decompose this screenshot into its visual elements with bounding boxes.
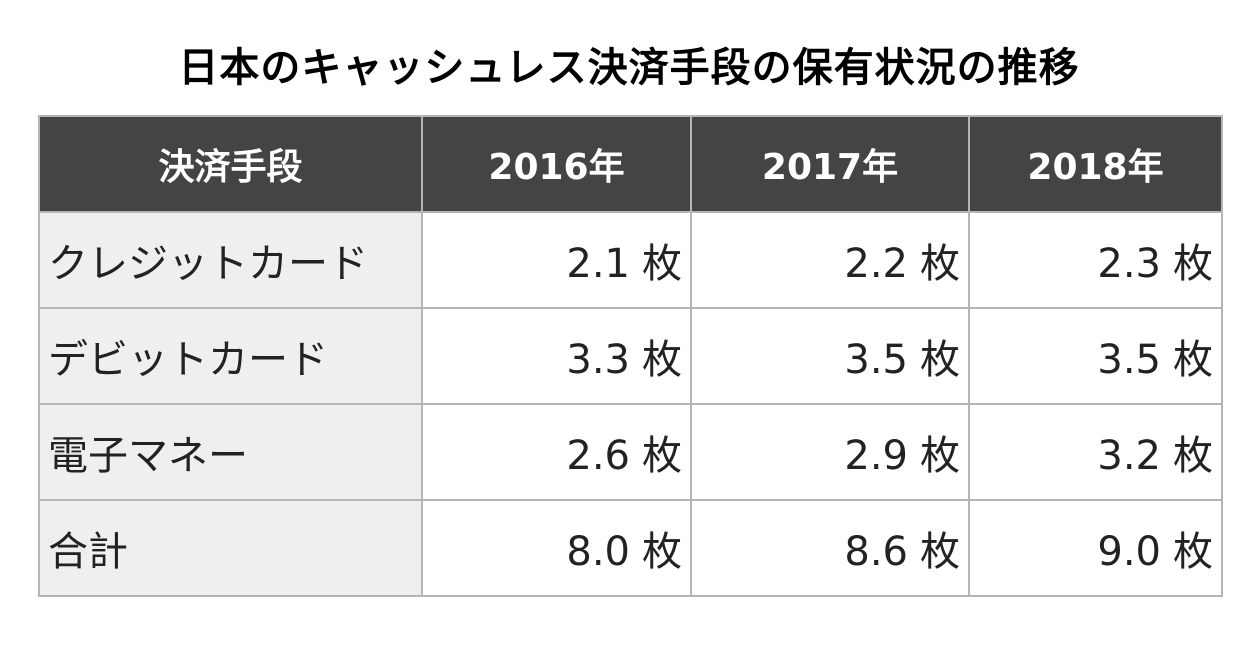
unit-label: 枚 bbox=[920, 529, 960, 575]
value-cell: 3.5 枚 bbox=[690, 307, 970, 405]
table-row: 電子マネー 2.6 枚 2.9 枚 3.2 枚 bbox=[38, 403, 1223, 501]
row-label-debit-card: デビットカード bbox=[38, 307, 423, 405]
value-cell: 2.3 枚 bbox=[968, 211, 1223, 309]
header-payment-method: 決済手段 bbox=[38, 115, 423, 213]
unit-label: 枚 bbox=[1173, 337, 1213, 383]
value-cell: 2.1 枚 bbox=[421, 211, 692, 309]
value-number: 2.3 bbox=[1097, 241, 1161, 287]
value-number: 9.0 bbox=[1097, 529, 1161, 575]
unit-label: 枚 bbox=[920, 337, 960, 383]
value-number: 2.1 bbox=[566, 241, 630, 287]
value-number: 3.5 bbox=[1097, 337, 1161, 383]
unit-label: 枚 bbox=[1173, 433, 1213, 479]
header-year-2016: 2016年 bbox=[421, 115, 692, 213]
unit-label: 枚 bbox=[920, 433, 960, 479]
unit-label: 枚 bbox=[642, 433, 682, 479]
value-cell: 3.2 枚 bbox=[968, 403, 1223, 501]
value-cell: 3.3 枚 bbox=[421, 307, 692, 405]
unit-label: 枚 bbox=[920, 241, 960, 287]
value-number: 3.5 bbox=[844, 337, 908, 383]
header-row: 決済手段 2016年 2017年 2018年 bbox=[38, 115, 1223, 213]
row-label-total: 合計 bbox=[38, 499, 423, 597]
value-cell: 2.9 枚 bbox=[690, 403, 970, 501]
unit-label: 枚 bbox=[1173, 241, 1213, 287]
cashless-holdings-table: 決済手段 2016年 2017年 2018年 クレジットカード 2.1 枚 2.2… bbox=[38, 115, 1223, 597]
unit-label: 枚 bbox=[642, 529, 682, 575]
unit-label: 枚 bbox=[1173, 529, 1213, 575]
value-cell: 3.5 枚 bbox=[968, 307, 1223, 405]
value-cell: 2.2 枚 bbox=[690, 211, 970, 309]
value-cell: 8.6 枚 bbox=[690, 499, 970, 597]
unit-label: 枚 bbox=[642, 337, 682, 383]
value-cell: 2.6 枚 bbox=[421, 403, 692, 501]
row-label-credit-card: クレジットカード bbox=[38, 211, 423, 309]
value-cell: 8.0 枚 bbox=[421, 499, 692, 597]
value-number: 8.6 bbox=[844, 529, 908, 575]
value-number: 2.9 bbox=[844, 433, 908, 479]
table-row: クレジットカード 2.1 枚 2.2 枚 2.3 枚 bbox=[38, 211, 1223, 309]
value-number: 3.2 bbox=[1097, 433, 1161, 479]
unit-label: 枚 bbox=[642, 241, 682, 287]
chart-title: 日本のキャッシュレス決済手段の保有状況の推移 bbox=[178, 45, 1080, 91]
value-number: 2.6 bbox=[566, 433, 630, 479]
value-cell: 9.0 枚 bbox=[968, 499, 1223, 597]
value-number: 2.2 bbox=[844, 241, 908, 287]
value-number: 8.0 bbox=[566, 529, 630, 575]
table-row: デビットカード 3.3 枚 3.5 枚 3.5 枚 bbox=[38, 307, 1223, 405]
value-number: 3.3 bbox=[566, 337, 630, 383]
row-label-e-money: 電子マネー bbox=[38, 403, 423, 501]
table-row: 合計 8.0 枚 8.6 枚 9.0 枚 bbox=[38, 499, 1223, 597]
header-year-2018: 2018年 bbox=[968, 115, 1223, 213]
header-year-2017: 2017年 bbox=[690, 115, 970, 213]
